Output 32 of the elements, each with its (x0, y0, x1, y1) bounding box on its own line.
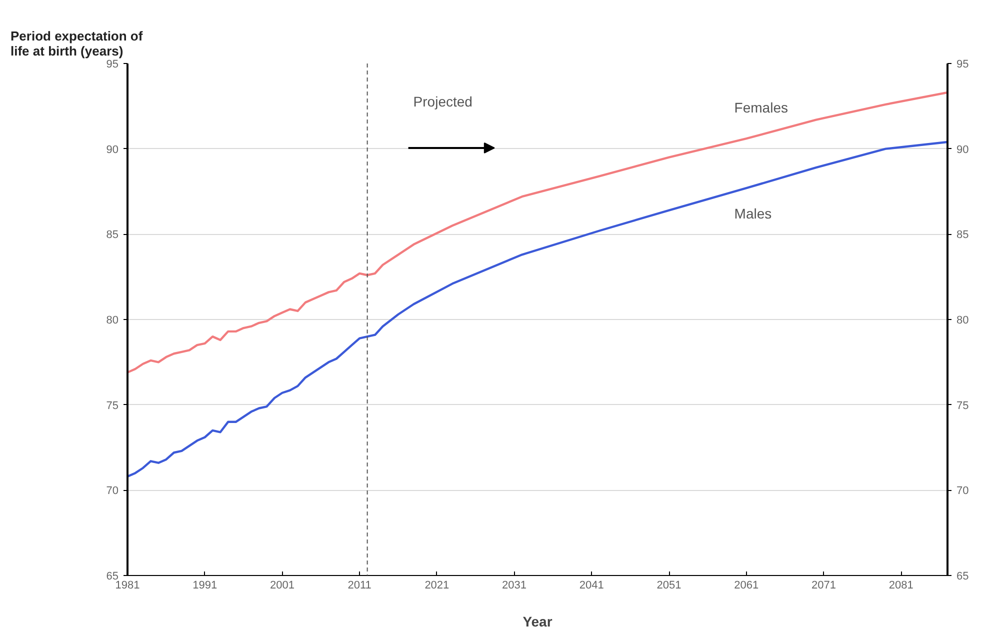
y-tick-label: 70 (106, 485, 119, 498)
x-tick-label: 2051 (656, 580, 682, 592)
x-tick-label: 2011 (348, 580, 372, 592)
y-tick-label: 80 (106, 314, 119, 326)
y2-tick-label: 90 (956, 144, 969, 156)
series-label: Males (734, 206, 772, 222)
x-tick-label: 2061 (734, 580, 759, 592)
x-tick-label: 2021 (424, 580, 450, 592)
y-axis-title: Period expectation of life at birth (years) (10, 28, 144, 58)
x-tick-label: 2041 (579, 580, 604, 592)
x-tick-label: 2071 (811, 580, 836, 592)
y2-tick-label: 80 (956, 314, 969, 326)
y-tick-label: 65 (106, 570, 119, 582)
annotation: Projected (413, 94, 472, 110)
y2-tick-label: 70 (956, 485, 969, 498)
series-label: Females (734, 100, 788, 116)
y-tick-label: 85 (106, 229, 119, 242)
line-series (128, 140, 948, 478)
x-tick-label: 2081 (888, 580, 914, 592)
line-series (128, 91, 948, 374)
y2-tick-label: 85 (956, 229, 969, 242)
y2-tick-label: 65 (956, 570, 969, 582)
y-tick-label: 75 (106, 400, 119, 412)
x-tick-label: 1991 (192, 580, 218, 592)
y2-tick-label: 95 (956, 58, 969, 70)
x-tick-label: 2031 (502, 580, 527, 592)
y-tick-label: 95 (106, 58, 119, 70)
y2-tick-label: 75 (956, 400, 969, 412)
x-tick-label: 2001 (270, 580, 294, 592)
x-axis-title: Year (522, 614, 553, 630)
y-tick-label: 90 (106, 144, 119, 156)
x-tick-label: 1981 (115, 580, 140, 592)
